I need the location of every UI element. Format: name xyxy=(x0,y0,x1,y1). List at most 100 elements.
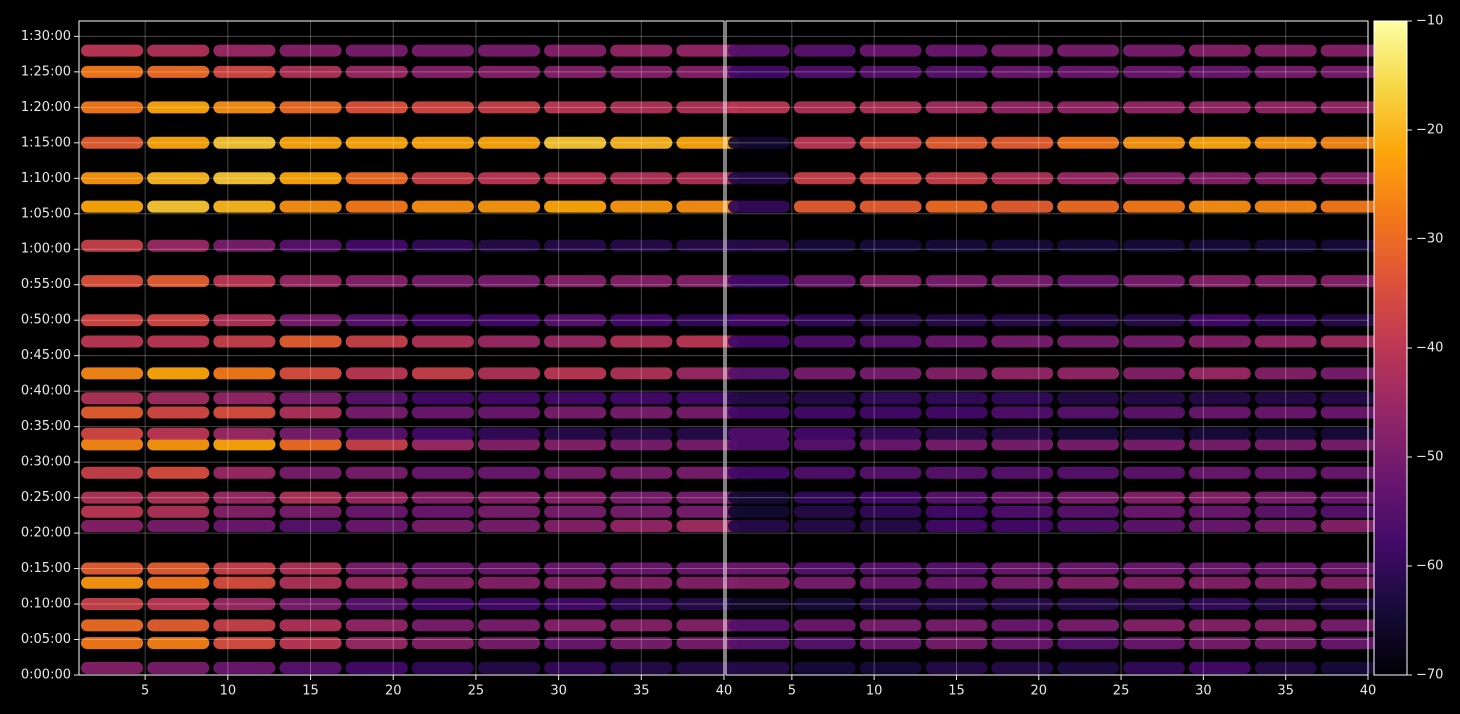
cell xyxy=(81,598,144,611)
cell xyxy=(1188,619,1251,632)
cell xyxy=(610,619,673,632)
cell xyxy=(1123,314,1185,327)
cell xyxy=(925,562,988,575)
cell xyxy=(1188,65,1251,78)
cell xyxy=(213,519,276,532)
cell xyxy=(610,200,673,213)
x-tick-label: 35 xyxy=(1277,684,1294,699)
cell xyxy=(676,136,739,149)
cell xyxy=(991,172,1054,185)
cell xyxy=(477,576,541,589)
cell xyxy=(1123,200,1185,213)
x-tick-label: 30 xyxy=(1195,684,1212,699)
cell xyxy=(1057,661,1120,674)
cell xyxy=(1254,519,1317,532)
cell xyxy=(411,101,474,114)
cell xyxy=(676,392,739,405)
cell xyxy=(793,200,856,213)
cell xyxy=(991,239,1054,252)
cell xyxy=(610,598,673,611)
cell xyxy=(859,172,922,185)
cell xyxy=(1057,505,1120,518)
cell xyxy=(81,661,144,674)
cell xyxy=(81,392,144,405)
cell xyxy=(991,275,1054,288)
cell xyxy=(544,637,607,650)
y-tick-label: 1:10:00 xyxy=(21,171,71,186)
cell xyxy=(544,314,607,327)
cell xyxy=(411,65,474,78)
cell xyxy=(676,275,739,288)
cell xyxy=(925,392,988,405)
cell xyxy=(544,65,607,78)
cell xyxy=(411,427,474,440)
cell xyxy=(1188,392,1251,405)
cell xyxy=(477,239,541,252)
cell xyxy=(411,505,474,518)
cell xyxy=(728,661,790,674)
cell xyxy=(859,661,922,674)
cell xyxy=(991,491,1054,504)
cell xyxy=(345,661,408,674)
cell xyxy=(676,101,739,114)
cell xyxy=(1057,239,1120,252)
cell xyxy=(279,438,342,451)
cell xyxy=(345,44,408,57)
cell xyxy=(676,491,739,504)
cell xyxy=(793,598,856,611)
cell xyxy=(925,136,988,149)
cell xyxy=(1123,136,1185,149)
cell xyxy=(1057,101,1120,114)
cell xyxy=(925,406,988,419)
colorbar-tick-label: −60 xyxy=(1416,559,1443,574)
cell xyxy=(345,200,408,213)
cell xyxy=(1188,438,1251,451)
cell xyxy=(793,275,856,288)
cell xyxy=(477,200,541,213)
cell xyxy=(859,200,922,213)
cell xyxy=(1123,505,1185,518)
cell xyxy=(1057,519,1120,532)
cell xyxy=(676,619,739,632)
cell xyxy=(793,438,856,451)
cell xyxy=(793,661,856,674)
cell xyxy=(411,392,474,405)
cell xyxy=(1188,427,1251,440)
cell xyxy=(213,491,276,504)
cell xyxy=(925,427,988,440)
cell xyxy=(213,392,276,405)
cell xyxy=(213,367,276,380)
colorbar-tick-label: −50 xyxy=(1416,450,1443,465)
cell xyxy=(477,335,541,348)
cell xyxy=(1320,200,1383,213)
cell xyxy=(676,427,739,440)
colorbar-tick-label: −20 xyxy=(1416,123,1443,138)
cell xyxy=(544,505,607,518)
cell xyxy=(793,491,856,504)
colorbar xyxy=(1374,21,1407,675)
cell xyxy=(610,661,673,674)
cell xyxy=(81,619,144,632)
cell xyxy=(1123,637,1185,650)
cell xyxy=(1254,427,1317,440)
cell xyxy=(411,44,474,57)
cell xyxy=(610,275,673,288)
cell xyxy=(859,367,922,380)
cell xyxy=(477,562,541,575)
cell xyxy=(477,598,541,611)
cell xyxy=(991,200,1054,213)
cell xyxy=(345,406,408,419)
cell xyxy=(81,44,144,57)
cell xyxy=(925,661,988,674)
cell xyxy=(477,44,541,57)
cell xyxy=(793,335,856,348)
cell xyxy=(1188,275,1251,288)
x-tick-label: 30 xyxy=(550,684,567,699)
cell xyxy=(1254,637,1317,650)
cell xyxy=(477,505,541,518)
cell xyxy=(1123,367,1185,380)
cell xyxy=(859,491,922,504)
cell xyxy=(81,576,144,589)
cell xyxy=(147,172,210,185)
cell xyxy=(676,519,739,532)
